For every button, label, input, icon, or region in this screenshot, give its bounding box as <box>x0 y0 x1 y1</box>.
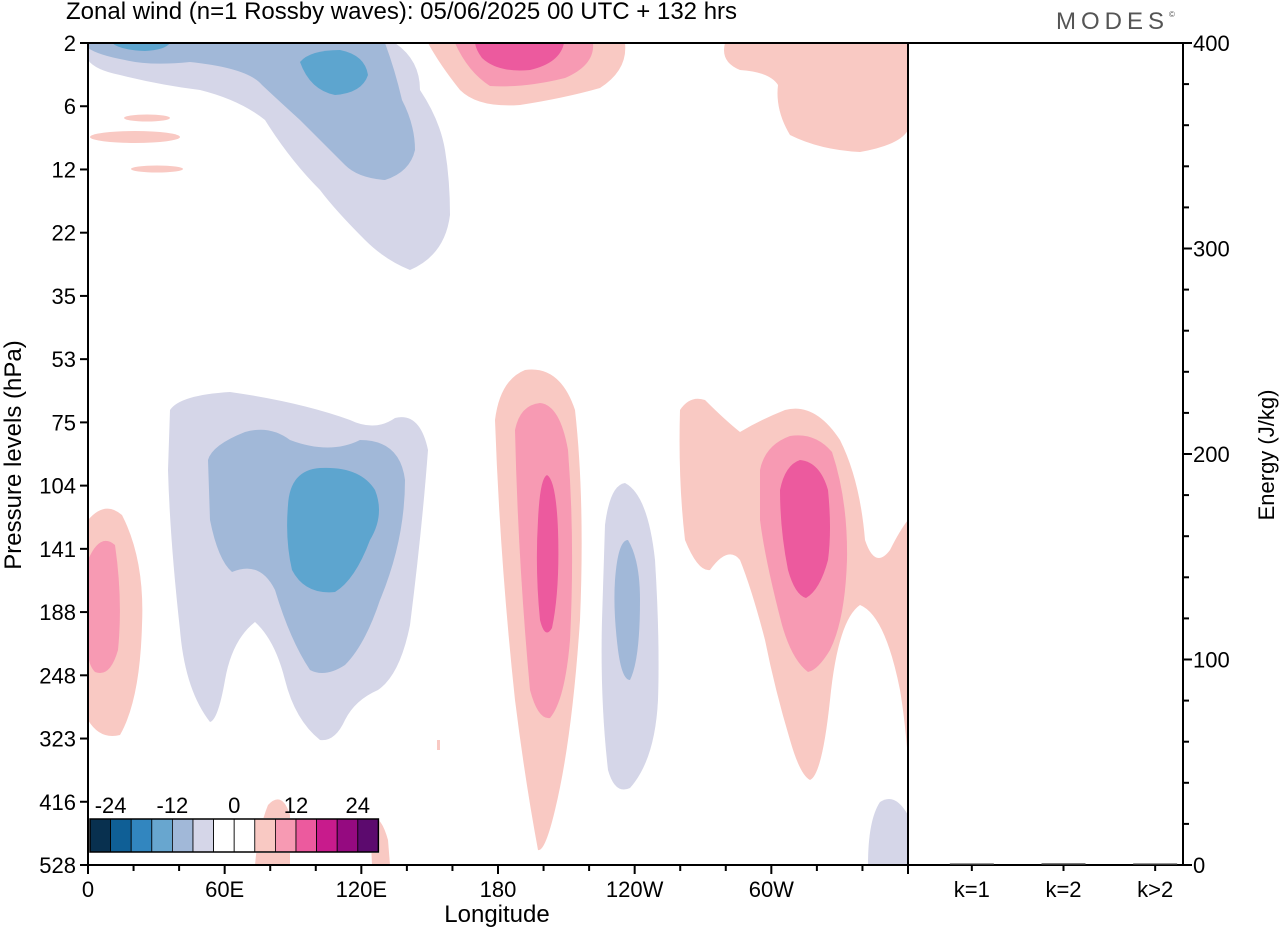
colorbar-swatch <box>213 818 235 853</box>
colorbar-swatch <box>192 818 215 853</box>
contour-neg-weak <box>868 798 908 865</box>
colorbar-swatch <box>171 818 194 853</box>
contour-neg-strong <box>112 43 170 51</box>
colorbar-swatch <box>110 818 132 853</box>
energy-tick-label: 0 <box>1193 853 1205 878</box>
y-tick-label: 2 <box>64 31 76 56</box>
colorbar-swatch <box>316 818 338 853</box>
energy-bar <box>949 863 994 865</box>
energy-axis: 0 100 200 300 400 <box>1183 31 1230 878</box>
colorbar-swatch <box>151 818 173 853</box>
x-tick-label: 60W <box>749 877 794 902</box>
contour-neg-mid <box>614 540 640 680</box>
colorbar-swatch <box>274 818 297 853</box>
energy-tick-label: 400 <box>1193 31 1230 56</box>
contour-pos-strong <box>780 460 830 598</box>
y-tick-label: 248 <box>39 663 76 688</box>
contour-neg-strong <box>300 50 368 95</box>
contour-pos-weak <box>724 43 908 152</box>
brand-mark: © <box>1169 10 1175 19</box>
colorbar-swatch <box>295 818 318 853</box>
contour-pos-weak <box>437 740 440 750</box>
colorbar-label: -12 <box>157 793 189 818</box>
x-tick-label: 120E <box>336 877 387 902</box>
brand-name: MODES <box>1056 8 1170 35</box>
contour-neg-strong <box>287 467 379 593</box>
colorbar-swatch <box>254 818 276 853</box>
y-tick-label: 75 <box>52 410 76 435</box>
y-tick-label: 416 <box>39 790 76 815</box>
colorbar-swatch <box>89 818 112 853</box>
energy-bar <box>1133 863 1178 865</box>
bar-category-label: k=2 <box>1045 877 1081 902</box>
bar-category-label: k>2 <box>1137 877 1173 902</box>
energy-bar <box>1041 863 1086 865</box>
contour-pos-strong <box>536 475 559 633</box>
colorbar-label: 12 <box>284 793 308 818</box>
contour-field <box>88 43 908 865</box>
chart-title: Zonal wind (n=1 Rossby waves): 05/06/202… <box>66 0 738 25</box>
colorbar-swatch <box>130 818 153 853</box>
colorbar-swatch <box>233 818 256 853</box>
energy-bars: k=1 k=2 k>2 <box>949 863 1178 902</box>
x-axis-label: Longitude <box>444 901 549 928</box>
y-tick-label: 6 <box>64 94 76 119</box>
y-tick-label: 12 <box>52 157 76 182</box>
contour-pos-strong <box>475 43 564 71</box>
bar-category-label: k=1 <box>954 877 990 902</box>
contour-pos-weak <box>131 165 183 173</box>
brand-logo: MODES© <box>1056 8 1175 36</box>
y-tick-label: 53 <box>52 347 76 372</box>
contour-pos-weak <box>124 114 170 122</box>
energy-tick-label: 200 <box>1193 442 1230 467</box>
y-tick-label: 188 <box>39 600 76 625</box>
longitude-axis: 0 60E 120E 180 120W 60W <box>82 865 909 902</box>
y-tick-label: 104 <box>39 474 76 499</box>
contour-pos-mid <box>88 540 120 674</box>
x-tick-label: 180 <box>480 877 517 902</box>
colorbar-label: 0 <box>228 793 240 818</box>
colorbar-swatch <box>357 818 379 853</box>
y-tick-label: 35 <box>52 284 76 309</box>
y-axis-label: Pressure levels (hPa) <box>0 340 27 569</box>
x-tick-label: 120W <box>606 877 664 902</box>
colorbar-label: 24 <box>346 793 370 818</box>
colorbar-label: -24 <box>95 793 127 818</box>
colorbar-swatch <box>336 818 359 853</box>
y-tick-label: 141 <box>39 537 76 562</box>
x-tick-label: 0 <box>82 877 94 902</box>
y-tick-label: 323 <box>39 727 76 752</box>
energy-tick-label: 100 <box>1193 648 1230 673</box>
energy-axis-label: Energy (J/kg) <box>1254 390 1279 521</box>
y-tick-label: 528 <box>39 853 76 878</box>
colorbar: -24 -12 0 12 24 <box>89 793 380 853</box>
pressure-axis: 2 6 12 22 35 53 75 104 141 188 248 323 416 528 <box>39 31 88 878</box>
contour-pos-weak <box>90 131 180 143</box>
x-tick-label: 60E <box>205 877 244 902</box>
energy-tick-label: 300 <box>1193 237 1230 262</box>
colorbar-frame <box>89 818 380 853</box>
y-tick-label: 22 <box>52 221 76 246</box>
